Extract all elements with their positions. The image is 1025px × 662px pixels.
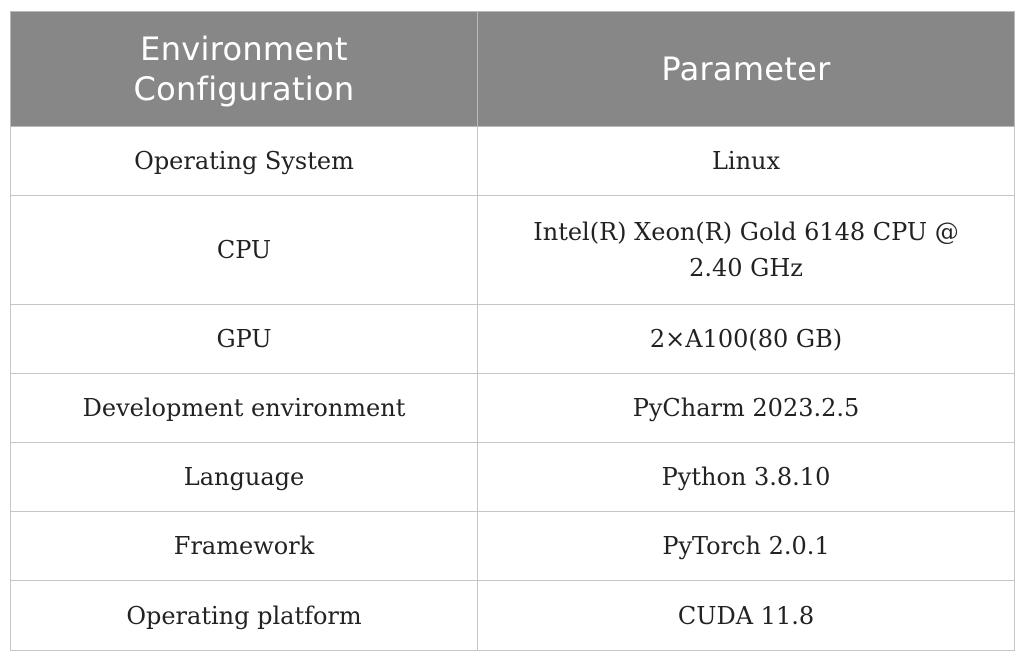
table-row: CPU Intel(R) Xeon(R) Gold 6148 CPU @ 2.4… (10, 195, 1015, 305)
config-cell: Language (10, 442, 478, 512)
config-cell: CPU (10, 195, 478, 305)
header-parameter: Parameter (477, 11, 1015, 127)
parameter-cell: Linux (477, 126, 1015, 196)
config-cell: Framework (10, 511, 478, 581)
table-row: Framework PyTorch 2.0.1 (10, 511, 1015, 581)
parameter-cell: Intel(R) Xeon(R) Gold 6148 CPU @ 2.40 GH… (477, 195, 1015, 305)
parameter-cell: 2×A100(80 GB) (477, 304, 1015, 374)
environment-table-container: Environment Configuration Parameter Oper… (10, 11, 1015, 651)
config-cell: Operating System (10, 126, 478, 196)
parameter-cell: PyTorch 2.0.1 (477, 511, 1015, 581)
parameter-cell: CUDA 11.8 (477, 580, 1015, 651)
table-row: Operating System Linux (10, 126, 1015, 196)
table-row: Development environment PyCharm 2023.2.5 (10, 373, 1015, 443)
parameter-cell: Python 3.8.10 (477, 442, 1015, 512)
environment-config-table: Environment Configuration Parameter Oper… (10, 11, 1015, 651)
config-cell: GPU (10, 304, 478, 374)
table-row: Language Python 3.8.10 (10, 442, 1015, 512)
table-row: Operating platform CUDA 11.8 (10, 580, 1015, 651)
table-header-row: Environment Configuration Parameter (10, 11, 1015, 127)
config-cell: Operating platform (10, 580, 478, 651)
parameter-cell: PyCharm 2023.2.5 (477, 373, 1015, 443)
header-environment-configuration: Environment Configuration (10, 11, 478, 127)
config-cell: Development environment (10, 373, 478, 443)
table-row: GPU 2×A100(80 GB) (10, 304, 1015, 374)
